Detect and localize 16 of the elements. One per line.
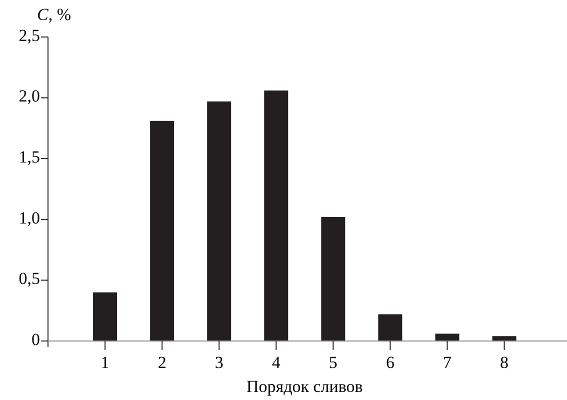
x-axis-title: Порядок сливов xyxy=(246,377,363,396)
y-tick-label: 1,5 xyxy=(18,148,40,167)
x-tick-label: 7 xyxy=(442,353,452,372)
x-tick-label: 1 xyxy=(100,353,110,372)
x-tick-label: 6 xyxy=(386,353,394,372)
x-tick-label: 5 xyxy=(328,353,338,372)
y-tick-label: 2,0 xyxy=(18,86,40,106)
y-axis-title: C, % xyxy=(37,5,72,24)
x-tick-label: 4 xyxy=(272,353,281,372)
x-tick-label: 8 xyxy=(500,353,509,372)
y-tick-label: 0 xyxy=(32,330,40,349)
y-tick-label: 1,0 xyxy=(18,208,40,228)
x-tick-label: 3 xyxy=(214,353,224,372)
x-tick-label: 2 xyxy=(158,353,166,372)
y-tick-label: 2,5 xyxy=(18,26,40,45)
y-tick-label: 0,5 xyxy=(18,269,40,288)
